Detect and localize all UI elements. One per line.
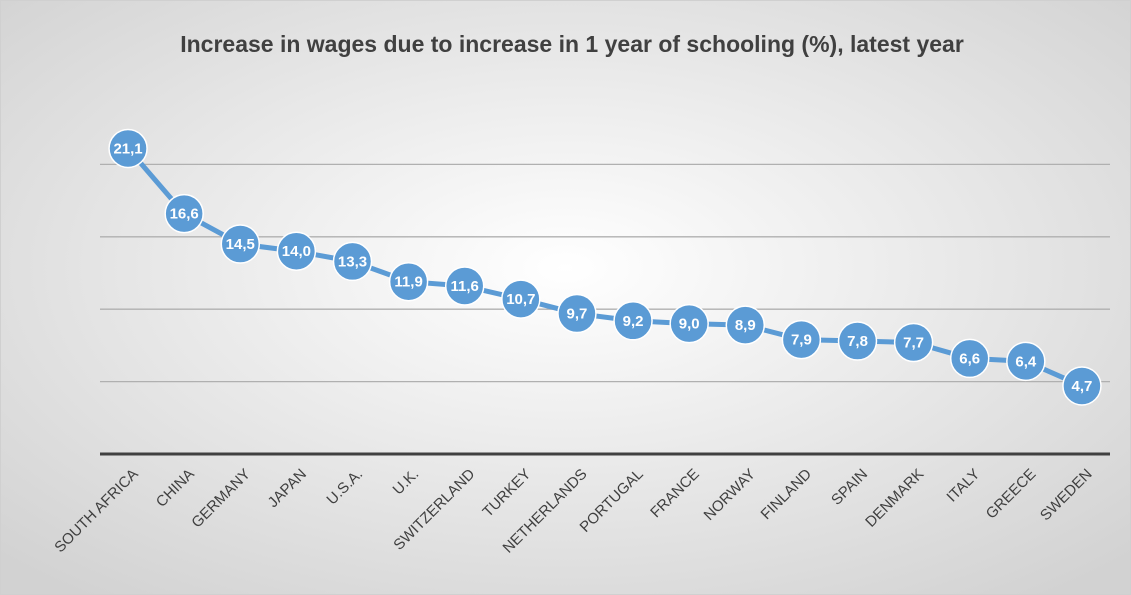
marker (501, 279, 541, 319)
marker (949, 338, 990, 379)
marker (669, 303, 709, 344)
marker (725, 305, 766, 345)
data-label: 16,6 (170, 206, 199, 223)
data-label: 9,0 (679, 316, 700, 333)
data-label: 7,7 (903, 334, 924, 351)
marker (164, 193, 204, 234)
marker (893, 322, 934, 363)
data-label: 14,5 (226, 236, 255, 253)
chart-title: Increase in wages due to increase in 1 y… (180, 31, 964, 57)
data-label: 6,6 (959, 350, 980, 367)
marker (220, 224, 261, 264)
data-label: 14,0 (282, 243, 311, 260)
marker (781, 319, 822, 360)
data-label: 10,7 (506, 291, 535, 308)
data-label: 11,9 (394, 274, 422, 291)
data-label: 11,6 (451, 278, 479, 295)
data-label: 6,4 (1015, 353, 1037, 370)
marker (388, 261, 429, 302)
marker (108, 128, 148, 169)
marker (332, 241, 373, 282)
data-label: 9,2 (623, 313, 644, 330)
marker (837, 321, 878, 361)
marker (276, 231, 317, 272)
data-label: 4,7 (1072, 378, 1093, 395)
marker (1062, 366, 1102, 406)
data-label: 8,9 (735, 317, 756, 334)
data-label: 13,3 (338, 253, 367, 270)
data-label: 7,8 (847, 333, 868, 350)
data-label: 9,7 (567, 306, 588, 323)
marker (1006, 341, 1046, 382)
marker (444, 266, 485, 306)
data-label: 7,9 (791, 332, 812, 349)
marker (613, 301, 653, 341)
data-label: 21,1 (113, 140, 142, 157)
marker (557, 293, 597, 334)
